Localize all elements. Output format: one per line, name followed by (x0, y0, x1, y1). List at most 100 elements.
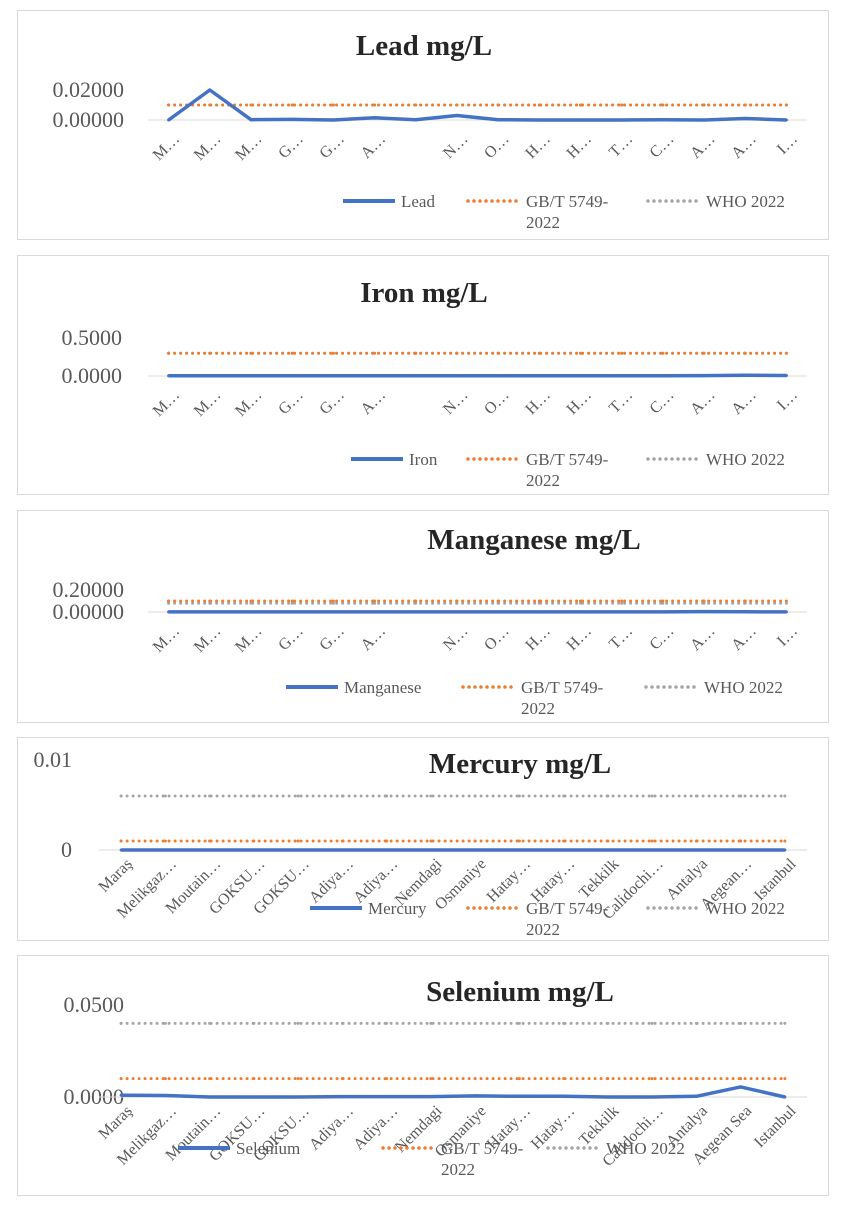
x-tick-label: I… (774, 623, 801, 650)
data-point (252, 1077, 256, 1081)
data-point (340, 839, 344, 843)
x-tick-label: O… (481, 387, 513, 419)
data-point (119, 848, 123, 852)
data-point (496, 118, 500, 122)
x-tick-label: M… (191, 623, 224, 656)
x-tick-label: A… (358, 623, 390, 655)
legend-label: Iron (409, 450, 438, 469)
data-point (163, 794, 167, 798)
data-point (620, 118, 624, 122)
x-tick-label: Maraş (95, 856, 135, 896)
data-point (331, 601, 335, 605)
y-tick-label: 0.20000 (53, 577, 125, 602)
data-point (578, 610, 582, 614)
data-point (784, 610, 788, 614)
x-tick-label: Hatay… (528, 1103, 578, 1153)
data-point (208, 839, 212, 843)
x-tick-label: T… (606, 623, 636, 653)
x-tick-label: M… (150, 623, 183, 656)
data-point (385, 794, 389, 798)
legend-label: Lead (401, 192, 435, 211)
x-tick-label: Istanbul (751, 1102, 800, 1151)
data-point (208, 1077, 212, 1081)
data-point (496, 374, 500, 378)
chart-title: Iron mg/L (360, 277, 488, 309)
x-tick-label: M… (232, 387, 265, 420)
data-point (455, 374, 459, 378)
data-point (739, 1021, 743, 1025)
x-tick-label: I… (774, 131, 801, 158)
data-point (163, 1094, 167, 1098)
legend-label: GB/T 5749-2022 (521, 678, 604, 718)
data-point (385, 1095, 389, 1099)
x-tick-label: A… (358, 387, 390, 419)
x-tick-label: C… (647, 387, 678, 418)
chart-panel-lead: Lead mg/L 0.00000 0.02000 M… M… M… G… G… A… N… O… H… (17, 10, 829, 240)
data-point (167, 599, 171, 603)
data-point (537, 601, 541, 605)
data-point (290, 601, 294, 605)
data-point (537, 351, 541, 355)
data-point (578, 103, 582, 107)
data-point (163, 848, 167, 852)
data-point (743, 599, 747, 603)
x-tick-label: G… (275, 623, 307, 655)
data-point (331, 610, 335, 614)
x-tick-label: Istanbul (751, 855, 800, 904)
chart-panel-iron: Iron mg/L 0.0000 0.5000 M… M… M… G… G… A… N… O… H… H… (17, 255, 829, 495)
data-point (340, 848, 344, 852)
data-point (694, 794, 698, 798)
data-point (414, 599, 418, 603)
data-point (208, 794, 212, 798)
data-point (163, 839, 167, 843)
data-point (783, 839, 787, 843)
x-tick-label: H… (522, 131, 554, 163)
data-point (496, 599, 500, 603)
data-point (784, 103, 788, 107)
legend-label: WHO 2022 (706, 192, 785, 211)
data-point (414, 103, 418, 107)
data-point (252, 839, 256, 843)
data-point (331, 103, 335, 107)
data-point (784, 599, 788, 603)
data-point (331, 118, 335, 122)
y-tick-label: 0 (61, 837, 72, 862)
data-point (208, 351, 212, 355)
y-tick-label: 0.0500 (64, 992, 125, 1017)
data-point (743, 373, 747, 377)
legend-label: WHO 2022 (704, 678, 783, 697)
x-tick-label: M… (191, 131, 224, 164)
data-point (429, 839, 433, 843)
data-point (620, 374, 624, 378)
data-point (414, 118, 418, 122)
data-point (252, 794, 256, 798)
data-point (661, 103, 665, 107)
data-point (784, 374, 788, 378)
legend-label: WHO 2022 (606, 1139, 685, 1158)
data-point (473, 839, 477, 843)
data-point (290, 599, 294, 603)
data-point (455, 599, 459, 603)
data-point (252, 1095, 256, 1099)
data-point (373, 601, 377, 605)
data-point (562, 794, 566, 798)
y-tick-label: 0.5000 (62, 325, 123, 350)
data-point (783, 1077, 787, 1081)
data-point (517, 839, 521, 843)
legend-label: GB/T 5749-2022 (441, 1139, 524, 1179)
data-point (296, 1077, 300, 1081)
data-point (650, 1021, 654, 1025)
data-point (249, 599, 253, 603)
data-point (606, 1077, 610, 1081)
x-tick-label: T… (606, 387, 636, 417)
data-point (249, 103, 253, 107)
chart-panel-selenium: Selenium mg/L 0.0000 0.0500 Maraş Melikgaz… M… (17, 955, 829, 1196)
data-point (167, 351, 171, 355)
data-point (208, 374, 212, 378)
data-point (252, 1021, 256, 1025)
data-point (578, 118, 582, 122)
data-point (578, 374, 582, 378)
legend-label: Manganese (344, 678, 421, 697)
selenium-chart: Selenium mg/L0.00000.0500MaraşMelikgaz…M… (64, 976, 807, 1179)
